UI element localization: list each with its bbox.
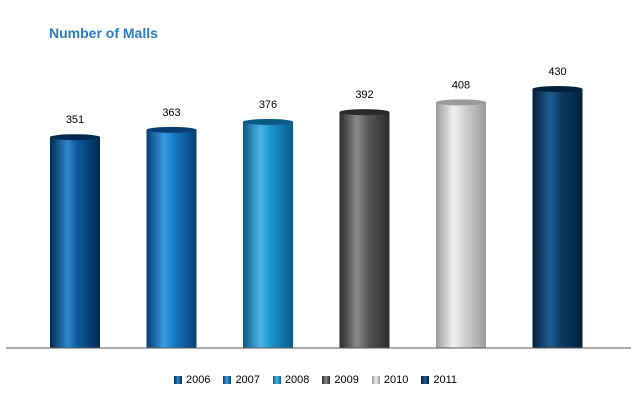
bar-2010 bbox=[436, 102, 486, 348]
bar-2009 bbox=[339, 112, 390, 349]
data-label-2006: 351 bbox=[66, 114, 84, 126]
bar-2011 bbox=[532, 89, 583, 348]
legend-label-2009: 2009 bbox=[334, 374, 359, 386]
chart-title: Number of Malls bbox=[49, 25, 158, 41]
bar-2007 bbox=[146, 129, 197, 348]
legend-swatch-2009 bbox=[322, 376, 331, 384]
legend-swatch-2007 bbox=[223, 376, 232, 384]
legend-item-2009: 2009 bbox=[322, 374, 359, 386]
bar-cap-2011 bbox=[532, 86, 583, 92]
bar-cap-2009 bbox=[339, 109, 390, 116]
bar-2008 bbox=[243, 121, 293, 348]
legend-label-2008: 2008 bbox=[284, 374, 310, 386]
legend-swatch-2006 bbox=[173, 376, 182, 384]
bars-group: 351 363 376 392 408 430 bbox=[50, 66, 583, 349]
legend-swatch-2008 bbox=[272, 376, 281, 384]
bar-cap-2010 bbox=[436, 99, 486, 106]
legend-item-2007: 2007 bbox=[223, 374, 260, 386]
bar-cap-2007 bbox=[146, 126, 197, 133]
legend-label-2011: 2011 bbox=[433, 374, 458, 386]
legend-label-2006: 2006 bbox=[185, 374, 211, 386]
bar-2006 bbox=[50, 137, 100, 348]
bar-cap-2008 bbox=[243, 118, 293, 125]
chart-legend: 2006 2007 2008 2009 2010 2011 bbox=[0, 374, 631, 386]
legend-swatch-2010 bbox=[371, 376, 380, 384]
data-label-2011: 430 bbox=[548, 66, 566, 78]
legend-label-2010: 2010 bbox=[383, 374, 409, 386]
legend-item-2010: 2010 bbox=[371, 374, 409, 386]
data-label-2009: 392 bbox=[355, 89, 373, 101]
bar-cap-2006 bbox=[50, 134, 100, 141]
legend-item-2008: 2008 bbox=[272, 374, 310, 386]
legend-item-2006: 2006 bbox=[173, 374, 211, 386]
legend-label-2007: 2007 bbox=[235, 374, 260, 386]
data-label-2010: 408 bbox=[452, 79, 470, 91]
legend-item-2011: 2011 bbox=[421, 374, 457, 386]
data-label-2008: 376 bbox=[259, 99, 277, 111]
data-label-2007: 363 bbox=[162, 107, 180, 119]
legend-swatch-2011 bbox=[421, 376, 430, 384]
